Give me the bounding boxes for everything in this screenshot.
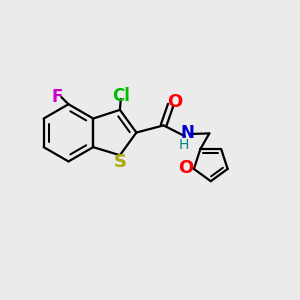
Text: O: O <box>167 93 183 111</box>
Text: O: O <box>178 159 194 177</box>
Text: N: N <box>181 124 195 142</box>
Text: Cl: Cl <box>112 87 130 105</box>
Text: F: F <box>51 88 63 106</box>
Text: S: S <box>113 153 126 171</box>
Text: H: H <box>178 138 189 152</box>
